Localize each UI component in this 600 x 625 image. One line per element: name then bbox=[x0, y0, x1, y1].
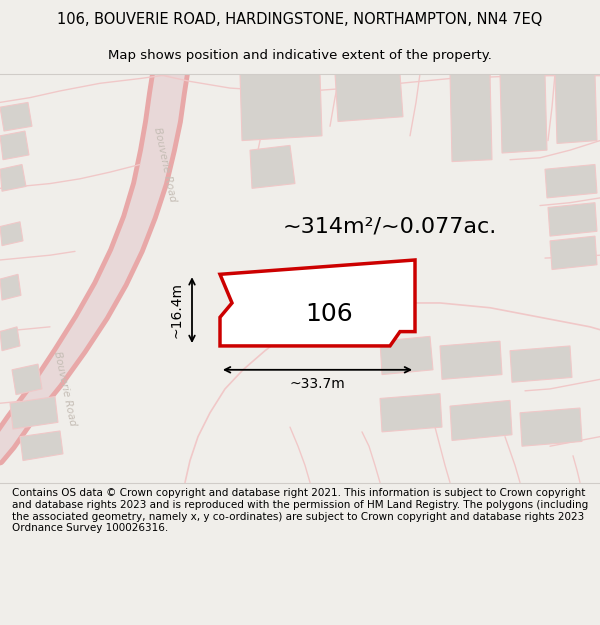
Polygon shape bbox=[545, 164, 597, 198]
Polygon shape bbox=[450, 401, 512, 441]
Polygon shape bbox=[250, 146, 295, 188]
Polygon shape bbox=[550, 236, 597, 269]
Text: 106: 106 bbox=[305, 302, 353, 326]
Text: Contains OS data © Crown copyright and database right 2021. This information is : Contains OS data © Crown copyright and d… bbox=[12, 488, 588, 533]
Polygon shape bbox=[0, 102, 32, 131]
Polygon shape bbox=[20, 431, 63, 461]
Polygon shape bbox=[0, 327, 20, 351]
Polygon shape bbox=[0, 164, 26, 191]
Polygon shape bbox=[0, 274, 21, 300]
Polygon shape bbox=[380, 336, 433, 374]
Polygon shape bbox=[450, 74, 492, 162]
Polygon shape bbox=[0, 131, 29, 160]
Polygon shape bbox=[0, 74, 185, 461]
Polygon shape bbox=[380, 394, 442, 432]
Polygon shape bbox=[555, 74, 597, 144]
Polygon shape bbox=[510, 346, 572, 382]
Polygon shape bbox=[520, 408, 582, 446]
Text: Bouverie Road: Bouverie Road bbox=[52, 351, 78, 427]
Polygon shape bbox=[220, 260, 415, 346]
Text: ~314m²/~0.077ac.: ~314m²/~0.077ac. bbox=[283, 216, 497, 236]
Polygon shape bbox=[335, 74, 403, 121]
Polygon shape bbox=[10, 396, 58, 429]
Polygon shape bbox=[548, 202, 597, 236]
Text: Map shows position and indicative extent of the property.: Map shows position and indicative extent… bbox=[108, 49, 492, 62]
Text: 106, BOUVERIE ROAD, HARDINGSTONE, NORTHAMPTON, NN4 7EQ: 106, BOUVERIE ROAD, HARDINGSTONE, NORTHA… bbox=[58, 12, 542, 28]
Polygon shape bbox=[12, 364, 42, 394]
Polygon shape bbox=[500, 74, 547, 153]
Polygon shape bbox=[240, 74, 322, 141]
Polygon shape bbox=[0, 222, 23, 246]
Text: ~33.7m: ~33.7m bbox=[290, 377, 346, 391]
Text: Bouverie Road: Bouverie Road bbox=[152, 126, 178, 202]
Text: ~16.4m: ~16.4m bbox=[170, 282, 184, 338]
Polygon shape bbox=[440, 341, 502, 379]
